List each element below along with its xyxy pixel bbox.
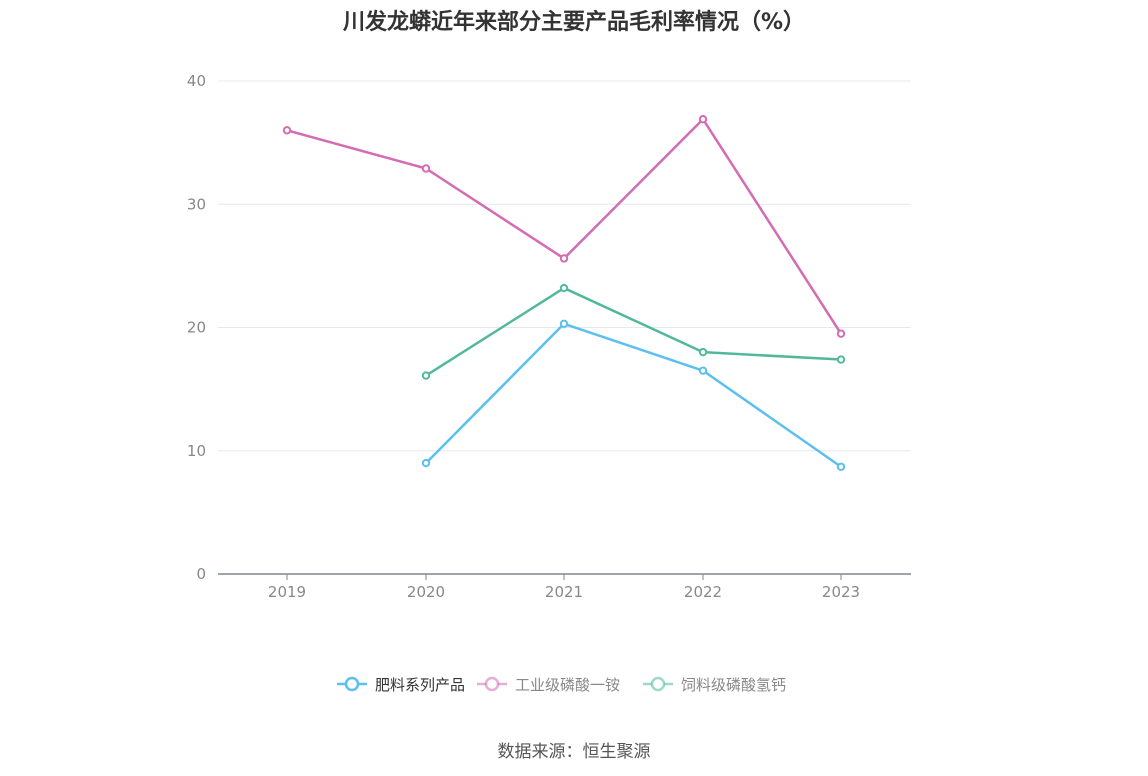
y-tick-label: 20	[187, 319, 206, 337]
data-point[interactable]	[421, 164, 431, 173]
data-point[interactable]	[559, 319, 569, 329]
data-point[interactable]	[698, 347, 708, 357]
grid-lines	[218, 80, 911, 452]
legend-label: 饲料级磷酸氢钙	[681, 676, 786, 694]
data-point[interactable]	[698, 366, 708, 375]
data-point[interactable]	[421, 371, 431, 380]
data-point[interactable]	[282, 126, 292, 135]
legend-marker	[484, 676, 500, 692]
x-tick-label: 2022	[684, 583, 722, 601]
chart-title: 川发龙蟒近年来部分主要产品毛利率情况（%）	[342, 10, 806, 35]
y-tick-label: 0	[196, 565, 206, 583]
y-tick-label: 10	[187, 442, 206, 460]
legend-item-1[interactable]: 肥料系列产品	[337, 676, 465, 694]
data-point[interactable]	[421, 458, 431, 468]
data-point[interactable]	[559, 254, 569, 263]
data-point[interactable]	[836, 355, 846, 364]
x-tick-label: 2020	[407, 583, 445, 601]
legend: 肥料系列产品 工业级磷酸一铵 饲料级磷酸氢钙	[337, 676, 786, 694]
series-group	[282, 115, 846, 471]
x-tick-label: 2019	[268, 583, 306, 601]
y-tick-label: 40	[187, 72, 206, 90]
legend-item-3[interactable]: 饲料级磷酸氢钙	[643, 676, 786, 694]
x-axis-ticks: 2019 2020 2021 2022 2023	[268, 574, 860, 601]
data-point[interactable]	[698, 115, 708, 124]
series-line-2	[286, 117, 843, 335]
series-line-3	[425, 286, 842, 377]
data-point[interactable]	[559, 283, 569, 293]
legend-marker	[650, 676, 666, 692]
legend-item-2[interactable]: 工业级磷酸一铵	[477, 676, 620, 694]
y-axis-ticks: 0 10 20 30 40	[187, 72, 206, 583]
legend-marker	[344, 676, 360, 692]
data-point[interactable]	[836, 329, 846, 338]
legend-label: 肥料系列产品	[375, 676, 465, 694]
series-line-1	[425, 322, 842, 468]
legend-label: 工业级磷酸一铵	[515, 676, 620, 694]
y-tick-label: 30	[187, 195, 206, 213]
x-tick-label: 2021	[545, 583, 583, 601]
x-tick-label: 2023	[822, 583, 860, 601]
data-source: 数据来源：恒生聚源	[497, 742, 651, 762]
data-point[interactable]	[836, 462, 846, 471]
